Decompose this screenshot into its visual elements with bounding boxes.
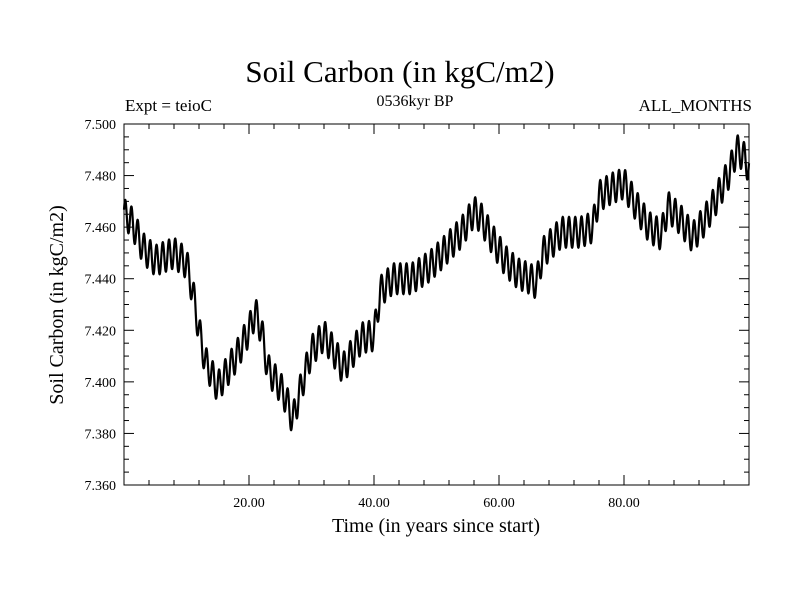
chart-title: Soil Carbon (in kgC/m2) xyxy=(245,54,555,89)
x-axis-label: Time (in years since start) xyxy=(332,515,540,537)
months-label: ALL_MONTHS xyxy=(638,96,752,115)
y-tick-label: 7.480 xyxy=(85,170,117,185)
y-tick-label: 7.420 xyxy=(85,324,117,339)
y-axis-label: Soil Carbon (in kgC/m2) xyxy=(46,205,68,404)
y-tick-label: 7.360 xyxy=(85,479,117,494)
y-tick-label: 7.440 xyxy=(85,273,117,288)
axis-ticks xyxy=(123,123,750,486)
experiment-label: Expt = teioC xyxy=(125,96,213,115)
x-tick-label: 60.00 xyxy=(483,496,515,511)
x-tick-label: 80.00 xyxy=(608,496,640,511)
y-tick-label: 7.500 xyxy=(85,118,117,133)
x-tick-label: 20.00 xyxy=(233,496,265,511)
period-label: 0536kyr BP xyxy=(376,93,454,110)
tick-labels: 20.00 40.00 60.00 80.00 7.360 7.380 7.400 7.420… xyxy=(85,118,640,511)
y-tick-label: 7.460 xyxy=(85,221,117,236)
x-tick-label: 40.00 xyxy=(358,496,390,511)
soil-carbon-line xyxy=(122,134,751,432)
y-tick-label: 7.380 xyxy=(85,427,117,442)
y-tick-label: 7.400 xyxy=(85,376,117,391)
plot-frame xyxy=(123,123,750,486)
